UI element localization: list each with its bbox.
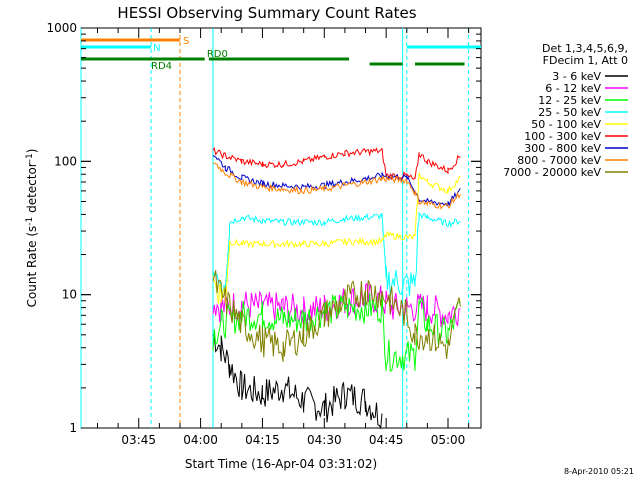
y-tick-label-0: 1 (69, 421, 77, 435)
flag-bars: S N RD0 RD4 (81, 36, 481, 72)
y-axis-label-sup2: -1 (25, 153, 35, 162)
y-tick-label-1: 10 (62, 288, 77, 302)
x-tick-label-2: 04:15 (245, 433, 280, 447)
legend-label-0: 3 - 6 keV (552, 70, 601, 83)
y-axis-label-main: Count Rate (s (25, 226, 39, 308)
x-axis-ticks: 03:45 04:00 04:15 04:30 04:45 05:00 (96, 28, 470, 447)
legend-label-2: 12 - 25 keV (538, 94, 601, 107)
x-tick-label-1: 04:00 (183, 433, 218, 447)
x-tick-label-4: 04:45 (369, 433, 404, 447)
legend-label-3: 25 - 50 keV (538, 106, 601, 119)
series-line-8 (212, 270, 461, 362)
legend-header-line-0: Det 1,3,4,5,6,9, (542, 42, 628, 55)
legend-label-1: 6 - 12 keV (545, 82, 601, 95)
x-axis-label: Start Time (16-Apr-04 03:31:02) (185, 457, 377, 471)
legend-label-7: 800 - 7000 keV (517, 154, 601, 167)
series-line-2 (212, 292, 461, 372)
y-axis-label-sup1: -1 (25, 217, 35, 226)
y-axis-label-mid: detector (25, 162, 39, 217)
legend-header-line-1: FDecim 1, Att 0 (543, 54, 628, 67)
event-vlines (80, 28, 470, 428)
y-axis-label: Count Rate (s-1 detector-1) (25, 149, 39, 308)
chart-title: HESSI Observing Summary Count Rates (117, 4, 416, 22)
legend-label-6: 300 - 800 keV (524, 142, 601, 155)
y-axis-ticks: 1 10 100 1000 (46, 21, 481, 435)
series-lines (212, 146, 461, 430)
x-tick-label-5: 05:00 (431, 433, 466, 447)
series-line-4 (212, 172, 461, 305)
series-line-0 (212, 334, 383, 430)
y-tick-label-2: 100 (54, 154, 77, 168)
y-tick-label-3: 1000 (46, 21, 77, 35)
flag-label-n-1: N (153, 43, 160, 54)
plot-frame (80, 27, 482, 429)
legend: Det 1,3,4,5,6,9,FDecim 1, Att 0 3 - 6 keV… (503, 42, 628, 179)
x-tick-label-3: 04:30 (307, 433, 342, 447)
series-line-5 (212, 146, 461, 181)
footer-date: 8-Apr-2010 05:21 (564, 467, 634, 476)
series-line-3 (212, 211, 461, 296)
legend-label-8: 7000 - 20000 keV (503, 166, 601, 179)
series-line-6 (212, 154, 461, 208)
flag-label-rd0-3: RD0 (207, 49, 228, 60)
series-line-7 (212, 162, 461, 210)
legend-label-4: 50 - 100 keV (531, 118, 601, 131)
y-axis-label-end: ) (25, 149, 39, 154)
legend-label-5: 100 - 300 keV (524, 130, 601, 143)
flag-label-s-0: S (183, 36, 189, 47)
flag-label-rd4-4: RD4 (151, 61, 172, 72)
series-line-1 (212, 282, 461, 328)
x-tick-label-0: 03:45 (121, 433, 156, 447)
